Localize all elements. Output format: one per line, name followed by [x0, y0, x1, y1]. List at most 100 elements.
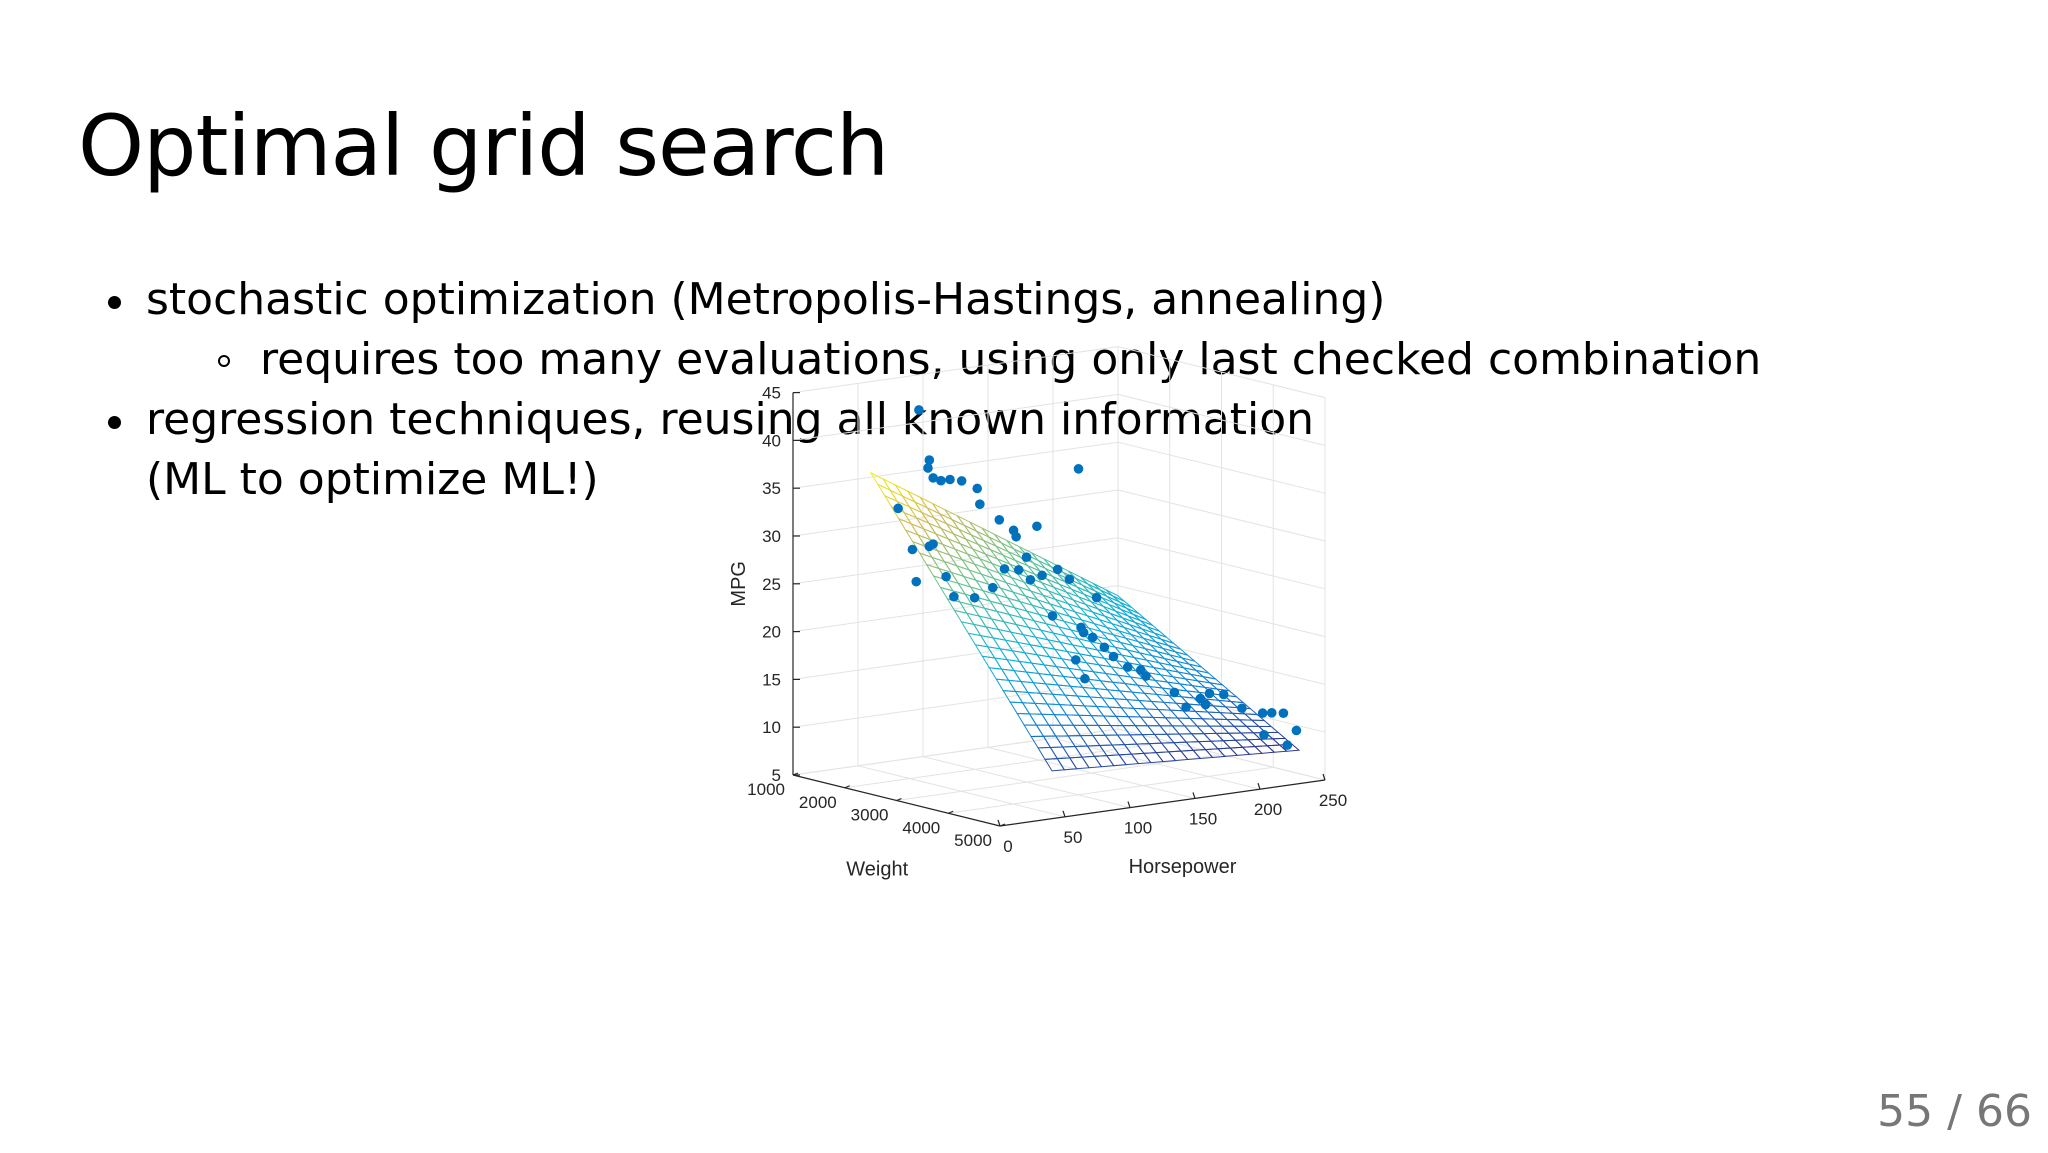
surface-cell	[959, 542, 982, 560]
data-point	[1080, 673, 1090, 684]
data-point	[1135, 665, 1146, 675]
gridline	[792, 728, 1119, 776]
y-tick-label: 150	[1189, 809, 1217, 828]
surface-cell	[1127, 716, 1149, 727]
data-point	[1064, 574, 1075, 585]
surface-cell	[1104, 626, 1128, 640]
data-point	[914, 405, 924, 415]
surface-cell	[1095, 705, 1117, 717]
surface-cell	[930, 556, 953, 574]
surface-cell	[1143, 647, 1167, 660]
data-point	[911, 576, 922, 587]
z-tick-label: 35	[762, 479, 781, 498]
surface-cell	[1004, 581, 1027, 597]
data-point	[972, 483, 983, 494]
surface-cell	[1250, 719, 1273, 727]
slide-page-counter: 55 / 66	[1877, 1086, 2032, 1137]
surface-cell	[1107, 706, 1130, 718]
surface-cell	[1102, 715, 1124, 727]
x-tick	[896, 797, 902, 802]
bullet-text-line-2: (ML to optimize ML!)	[146, 454, 599, 505]
z-tick-label: 15	[762, 670, 781, 689]
z-axis-label: MPG	[728, 561, 750, 607]
page-total: 66	[1976, 1086, 2032, 1137]
data-point	[1122, 662, 1133, 672]
gridline	[792, 346, 1119, 394]
data-point	[928, 473, 938, 483]
data-point	[994, 515, 1005, 525]
surface-cell	[1150, 654, 1173, 667]
regression-surface	[869, 471, 1301, 772]
surface-cell	[946, 537, 969, 556]
surface-cell	[1028, 713, 1050, 726]
data-points	[893, 405, 1302, 750]
surface-cell	[960, 558, 983, 576]
page-current: 55	[1877, 1086, 1934, 1137]
data-point	[975, 499, 985, 509]
surface-cell	[1164, 717, 1186, 727]
x-tick-label: 3000	[851, 806, 889, 825]
surface-cell	[1022, 580, 1045, 597]
surface-cell	[1238, 719, 1261, 727]
data-point	[1070, 655, 1081, 665]
data-point	[1266, 708, 1277, 718]
data-point	[1025, 574, 1036, 585]
gridline	[792, 680, 1119, 728]
surface-cell	[1083, 705, 1105, 717]
surface-cell	[948, 554, 971, 571]
regression-3d-chart: 5 10 15 20 25 30 35 40 45 1000 2000 3000 4000 5000 0 50…	[670, 346, 1410, 1135]
sub-bullet-text: requires too many evaluations, using onl…	[260, 334, 1762, 385]
data-point	[949, 591, 959, 602]
surface-cell	[1092, 622, 1115, 636]
surface-cell	[915, 516, 938, 535]
y-tick-label: 100	[1124, 819, 1152, 838]
surface-cell	[1040, 713, 1063, 726]
surface-cell	[1055, 611, 1078, 626]
surface-cell	[941, 543, 964, 561]
surface-cell	[1026, 691, 1049, 705]
chart-axes	[792, 392, 1326, 827]
gridline	[792, 441, 1119, 489]
z-tick-label: 45	[762, 384, 781, 403]
surface-cell	[904, 529, 927, 548]
x-tick	[948, 810, 954, 814]
surface-cell	[962, 575, 985, 592]
chart-canvas: 5 10 15 20 25 30 35 40 45 1000 2000 3000 4000 5000 0 50…	[728, 346, 1347, 881]
bullet-list: stochastic optimization (Metropolis-Hast…	[100, 270, 1761, 510]
surface-cell	[1132, 707, 1155, 718]
gridline	[792, 537, 1119, 585]
bullet-text-line-1: regression techniques, reusing all known…	[146, 394, 1314, 445]
surface-cell	[966, 552, 989, 570]
gridline	[792, 393, 1119, 441]
data-point	[1204, 688, 1215, 699]
surface-cell	[897, 517, 920, 536]
data-point	[969, 592, 980, 603]
surface-cell	[1046, 703, 1068, 716]
sub-bullet-list: requires too many evaluations, using onl…	[146, 330, 1761, 390]
gridline	[1117, 728, 1326, 781]
surface-cell	[909, 522, 932, 541]
chart-labels: 5 10 15 20 25 30 35 40 45 1000 2000 3000 4000 5000 0 50…	[728, 384, 1347, 881]
x-tick	[999, 823, 1006, 827]
surface-cell	[1175, 660, 1198, 672]
y-tick	[1257, 783, 1261, 790]
gridline	[857, 765, 1066, 818]
y-tick-label: 0	[1003, 837, 1012, 856]
data-point	[1291, 725, 1302, 736]
surface-cell	[1065, 714, 1087, 726]
data-point	[893, 503, 903, 514]
surface-cell	[1213, 718, 1236, 727]
sub-bullet-circle-icon	[218, 355, 230, 367]
surface-cell	[1033, 702, 1056, 716]
x-tick-label: 1000	[747, 780, 785, 799]
surface-cell	[1018, 600, 1041, 616]
data-point	[945, 474, 955, 485]
surface-cell	[1016, 713, 1038, 726]
surface-cell	[967, 568, 990, 586]
surface-cell	[1077, 714, 1100, 726]
z-tick-label: 10	[762, 718, 781, 737]
surface-cell	[1136, 640, 1160, 653]
data-point	[1021, 552, 1032, 562]
slide-title: Optimal grid search	[78, 97, 889, 195]
z-tick-label: 40	[762, 431, 781, 450]
